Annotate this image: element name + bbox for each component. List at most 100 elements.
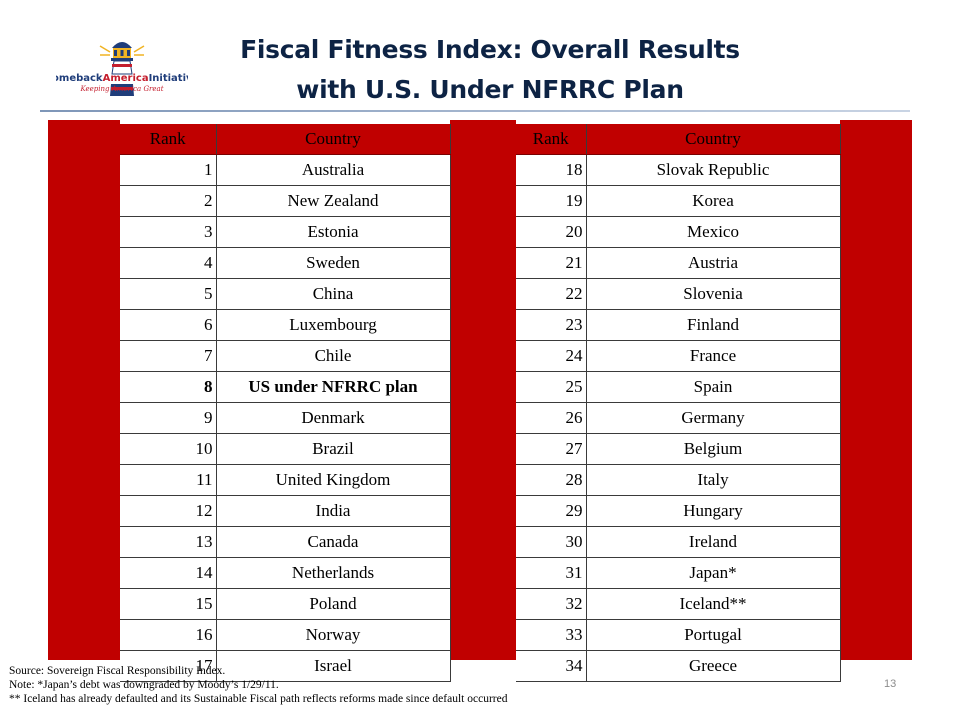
rank-column-header: Rank	[516, 124, 587, 155]
rank-cell: 7	[120, 340, 217, 372]
table-row: 11 United Kingdom	[120, 464, 451, 496]
comeback-america-logo: ComebackAmericaInitiative Keeping Americ…	[45, 36, 200, 104]
country-cell: Portugal	[586, 619, 841, 651]
table-row: 30 Ireland	[516, 526, 841, 558]
country-cell: Luxembourg	[216, 309, 451, 341]
country-cell: Canada	[216, 526, 451, 558]
table-row: 13 Canada	[120, 526, 451, 558]
table-red-panel-left	[48, 120, 120, 660]
country-cell: Denmark	[216, 402, 451, 434]
table-row: 16 Norway	[120, 619, 451, 651]
rankings-table-right: Rank Country 18 Slovak Republic 19 Korea 20 M…	[516, 124, 841, 682]
table-row: 22 Slovenia	[516, 278, 841, 310]
rank-cell: 19	[516, 185, 587, 217]
table-row: 27 Belgium	[516, 433, 841, 465]
title-divider	[40, 110, 910, 112]
rank-cell: 1	[120, 154, 217, 186]
country-cell: Slovenia	[586, 278, 841, 310]
country-cell: China	[216, 278, 451, 310]
japan-note: Note: *Japan’s debt was downgraded by Mo…	[9, 679, 279, 691]
table-row: 3 Estonia	[120, 216, 451, 248]
rank-cell: 30	[516, 526, 587, 558]
table-row: 26 Germany	[516, 402, 841, 434]
rank-cell: 33	[516, 619, 587, 651]
table-row: 6 Luxembourg	[120, 309, 451, 341]
table-row: 29 Hungary	[516, 495, 841, 527]
table-row: 31 Japan*	[516, 557, 841, 589]
rank-cell: 24	[516, 340, 587, 372]
slide-title-line-1: Fiscal Fitness Index: Overall Results	[240, 35, 740, 64]
rank-cell: 9	[120, 402, 217, 434]
table-row: 4 Sweden	[120, 247, 451, 279]
rank-cell: 22	[516, 278, 587, 310]
table-row: 32 Iceland**	[516, 588, 841, 620]
country-cell: Hungary	[586, 495, 841, 527]
table-row: 7 Chile	[120, 340, 451, 372]
rank-cell: 2	[120, 185, 217, 217]
rank-cell: 15	[120, 588, 217, 620]
table-row: 12 India	[120, 495, 451, 527]
rank-cell: 25	[516, 371, 587, 403]
rank-cell: 3	[120, 216, 217, 248]
table-row: 17 Israel	[120, 650, 451, 682]
table-row: 8 US under NFRRC plan	[120, 371, 451, 403]
country-cell: New Zealand	[216, 185, 451, 217]
country-cell: Germany	[586, 402, 841, 434]
table-red-panel-middle	[450, 120, 516, 660]
country-cell: Belgium	[586, 433, 841, 465]
table-row: 2 New Zealand	[120, 185, 451, 217]
table-row: 34 Greece	[516, 650, 841, 682]
page-number: 13	[884, 678, 897, 690]
table-row: 18 Slovak Republic	[516, 154, 841, 186]
country-cell: Netherlands	[216, 557, 451, 589]
country-column-header: Country	[216, 124, 451, 155]
table-row: 15 Poland	[120, 588, 451, 620]
rank-cell: 5	[120, 278, 217, 310]
table-row: 33 Portugal	[516, 619, 841, 651]
rank-cell: 17	[120, 650, 217, 682]
logo-wordmark: ComebackAmericaInitiative	[56, 73, 188, 84]
footnotes: Source: Sovereign Fiscal Responsibility …	[9, 664, 507, 706]
country-cell: Korea	[586, 185, 841, 217]
slide-title: Fiscal Fitness Index: Overall Results wi…	[210, 30, 770, 110]
country-cell: United Kingdom	[216, 464, 451, 496]
rank-cell: 29	[516, 495, 587, 527]
table-row: 1 Australia	[120, 154, 451, 186]
table-red-panel-right	[840, 120, 912, 660]
table-row: 9 Denmark	[120, 402, 451, 434]
table-row: 25 Spain	[516, 371, 841, 403]
country-cell: Mexico	[586, 216, 841, 248]
rank-cell: 13	[120, 526, 217, 558]
rank-cell: 27	[516, 433, 587, 465]
rank-cell: 23	[516, 309, 587, 341]
country-cell: Poland	[216, 588, 451, 620]
table-row: 28 Italy	[516, 464, 841, 496]
country-cell: Brazil	[216, 433, 451, 465]
country-column-header: Country	[586, 124, 841, 155]
rank-cell: 12	[120, 495, 217, 527]
lighthouse-icon: ComebackAmericaInitiative Keeping Americ…	[45, 42, 200, 96]
country-cell: India	[216, 495, 451, 527]
rank-cell: 4	[120, 247, 217, 279]
iceland-note: ** Iceland has already defaulted and its…	[9, 693, 508, 705]
country-cell: Israel	[216, 650, 451, 682]
country-cell: Italy	[586, 464, 841, 496]
table-row: 10 Brazil	[120, 433, 451, 465]
table-row: 14 Netherlands	[120, 557, 451, 589]
table-row: 5 China	[120, 278, 451, 310]
rank-cell: 26	[516, 402, 587, 434]
rank-cell: 6	[120, 309, 217, 341]
slide-title-line-2: with U.S. Under NFRRC Plan	[296, 75, 684, 104]
rank-cell: 31	[516, 557, 587, 589]
country-cell: Australia	[216, 154, 451, 186]
source-note: Source: Sovereign Fiscal Responsibility …	[9, 665, 226, 677]
country-cell: Greece	[586, 650, 841, 682]
rank-cell: 14	[120, 557, 217, 589]
country-cell: Finland	[586, 309, 841, 341]
table-row: 19 Korea	[516, 185, 841, 217]
rank-cell: 18	[516, 154, 587, 186]
rank-cell: 16	[120, 619, 217, 651]
country-cell: Japan*	[586, 557, 841, 589]
rank-cell: 20	[516, 216, 587, 248]
country-cell: Chile	[216, 340, 451, 372]
